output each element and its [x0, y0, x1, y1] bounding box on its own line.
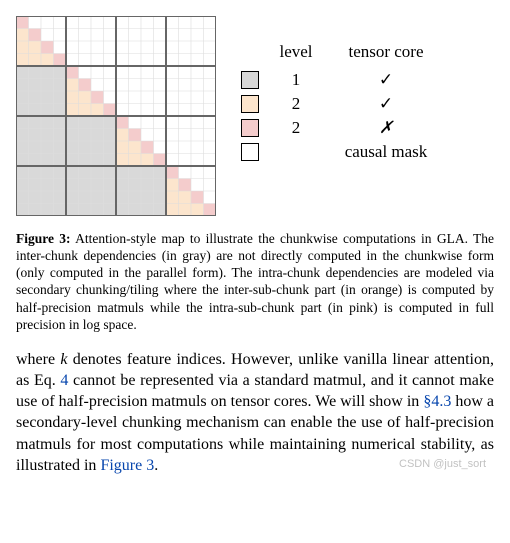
- legend-header-core: tensor core: [326, 42, 446, 62]
- attention-map-diagram: [16, 16, 216, 216]
- legend-header: level tensor core: [234, 40, 446, 64]
- figure-label: Figure 3:: [16, 231, 71, 246]
- legend-swatch: [241, 71, 259, 89]
- legend-tensor-core: ✓: [326, 70, 446, 90]
- legend-header-level: level: [266, 42, 326, 62]
- legend-swatch: [241, 143, 259, 161]
- legend-tensor-core: ✗: [326, 118, 446, 138]
- figure-caption-text: Attention-style map to illustrate the ch…: [16, 231, 494, 332]
- figure-ref[interactable]: Figure 3: [100, 457, 154, 474]
- figure-caption: Figure 3: Attention-style map to illustr…: [16, 230, 494, 334]
- body-paragraph: where k denotes feature indices. However…: [16, 349, 494, 476]
- watermark: CSDN @just_sort: [399, 458, 486, 470]
- legend-row: 2✓: [234, 92, 446, 116]
- legend-level: 1: [266, 70, 326, 90]
- legend-tensor-core: causal mask: [326, 142, 446, 162]
- legend-swatch: [241, 119, 259, 137]
- figure-row: level tensor core 1✓2✓2✗causal mask: [16, 16, 494, 216]
- body-text: .: [154, 457, 158, 474]
- legend-row: 1✓: [234, 68, 446, 92]
- legend-table: level tensor core 1✓2✓2✗causal mask: [234, 16, 446, 164]
- legend-level: 2: [266, 118, 326, 138]
- section-ref[interactable]: §4.3: [423, 393, 451, 410]
- body-text: where: [16, 351, 60, 368]
- legend-row: 2✗: [234, 116, 446, 140]
- legend-tensor-core: ✓: [326, 94, 446, 114]
- legend-level: 2: [266, 94, 326, 114]
- legend-swatch: [241, 95, 259, 113]
- legend-row: causal mask: [234, 140, 446, 164]
